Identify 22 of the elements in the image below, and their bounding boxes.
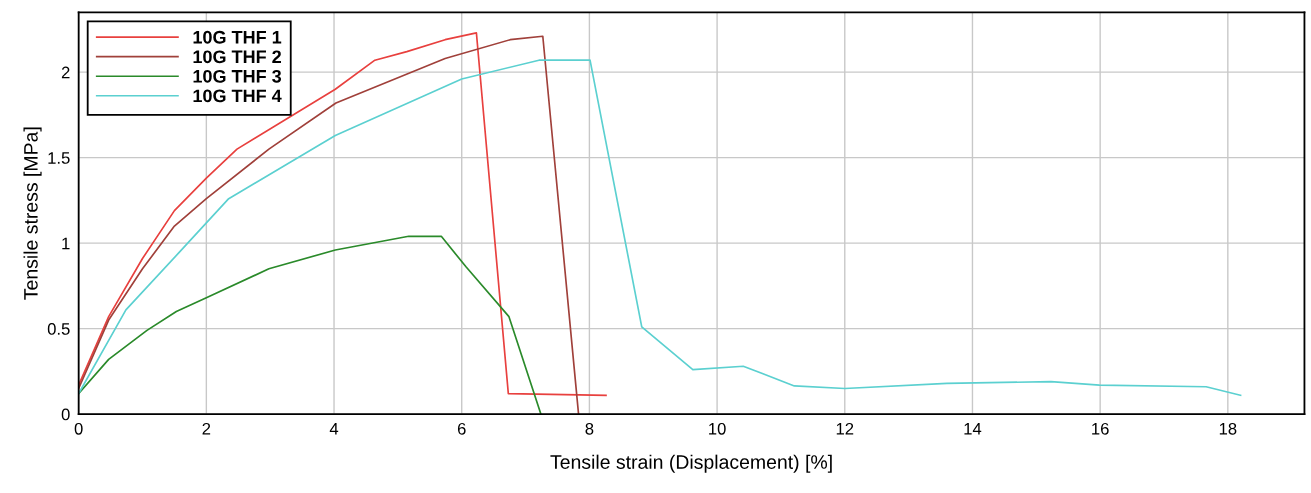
- x-tick-label: 8: [585, 422, 594, 435]
- x-tick-label: 4: [329, 423, 339, 435]
- x-tick-label: 16: [1092, 422, 1109, 435]
- line-series: [78, 235, 542, 415]
- x-tick-label: 18: [1219, 422, 1237, 435]
- y-axis-title: Tensile stress [MPa]: [23, 127, 42, 300]
- legend-label: 10G THF 4: [193, 89, 282, 103]
- y-tick-label: 2: [61, 66, 70, 79]
- x-tick-label: 0: [74, 422, 83, 435]
- x-tick-label: 12: [836, 422, 854, 435]
- legend-label: 10G THF 1: [193, 30, 282, 44]
- x-axis-title: Tensile strain (Displacement) [%]: [550, 454, 832, 473]
- x-tick-label: 14: [964, 423, 982, 435]
- x-tick-label: 10: [709, 422, 726, 435]
- x-tick-label: 2: [202, 422, 211, 435]
- y-tick-label: 0.5: [47, 323, 70, 335]
- legend-label: 10G THF 2: [193, 50, 281, 64]
- y-tick-label: 1: [62, 237, 70, 250]
- legend-label: 10G THF 3: [193, 69, 282, 83]
- x-tick-label: 6: [457, 422, 466, 435]
- y-tick-label: 0: [61, 408, 70, 421]
- y-tick-label: 1.5: [48, 152, 70, 164]
